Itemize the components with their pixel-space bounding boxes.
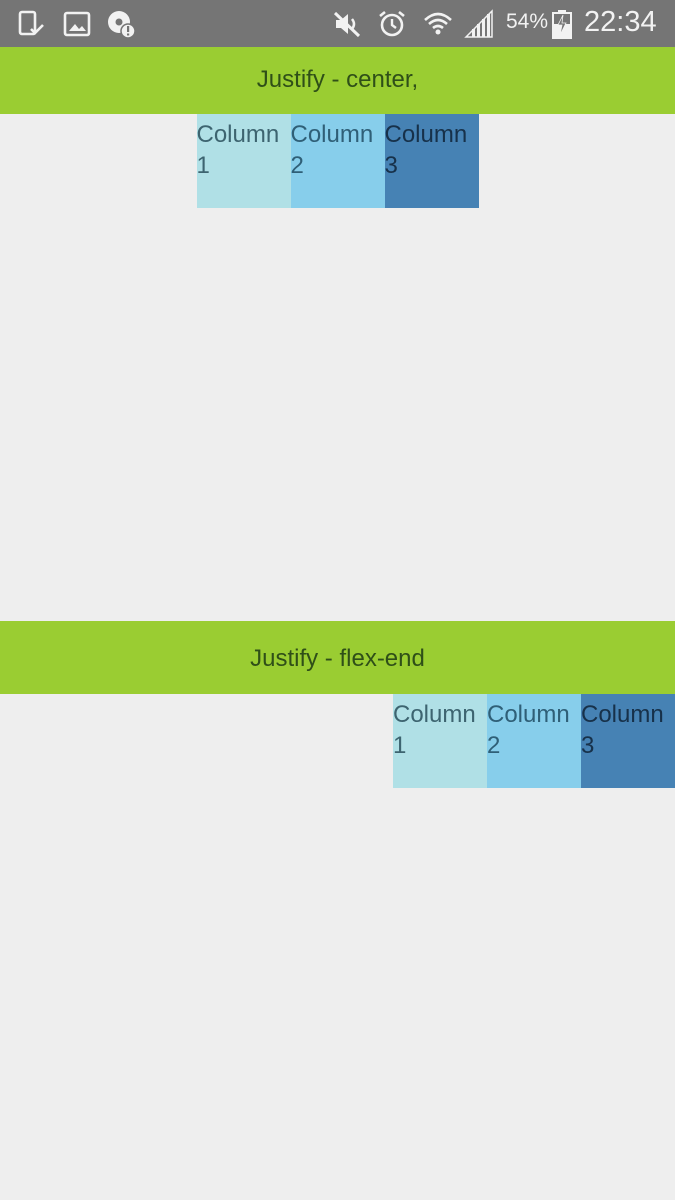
status-clock: 22:34	[584, 6, 657, 38]
column-1-box: Column 1	[393, 694, 487, 788]
image-icon	[62, 9, 92, 39]
column-label: Column	[393, 701, 476, 728]
column-number: 3	[581, 732, 595, 759]
columns-row-center: Column 1 Column 2 Column 3	[0, 114, 675, 208]
column-label: Column	[384, 121, 468, 148]
justify-center-section: Justify - center, Column 1 Column 2 Colu…	[0, 47, 675, 208]
status-bar: 54% 22:34	[0, 0, 675, 47]
column-number: 1	[196, 152, 210, 179]
column-label: Column	[581, 701, 664, 728]
column-label: Column	[290, 121, 374, 148]
sync-alert-icon	[106, 9, 136, 39]
column-2-box: Column 2	[487, 694, 581, 788]
justify-flex-end-section: Justify - flex-end Column 1 Column 2 Col…	[0, 621, 675, 788]
signal-icon	[464, 9, 494, 39]
section-header: Justify - flex-end	[0, 621, 675, 694]
mute-icon	[332, 9, 362, 39]
alarm-icon	[377, 9, 407, 39]
column-number: 3	[384, 152, 398, 179]
column-number: 1	[393, 732, 407, 759]
column-number: 2	[290, 152, 304, 179]
column-number: 2	[487, 732, 501, 759]
battery-charging-icon	[550, 9, 574, 39]
column-3-box: Column 3	[581, 694, 675, 788]
device-check-icon	[16, 9, 46, 39]
column-label: Column	[196, 121, 280, 148]
column-label: Column	[487, 701, 570, 728]
columns-row-flex-end: Column 1 Column 2 Column 3	[0, 694, 675, 788]
column-2-box: Column 2	[290, 114, 385, 208]
section-header: Justify - center,	[0, 47, 675, 114]
column-3-box: Column 3	[384, 114, 479, 208]
battery-percent: 54%	[506, 10, 549, 33]
wifi-icon	[423, 9, 453, 39]
column-1-box: Column 1	[196, 114, 291, 208]
